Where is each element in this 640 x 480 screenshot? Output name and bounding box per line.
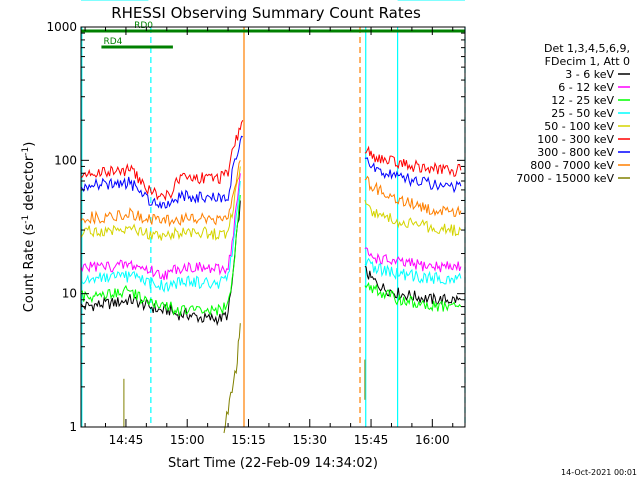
legend-label-2: 12 - 25 keV — [551, 94, 614, 107]
y-tick-label-3: 1000 — [46, 20, 77, 34]
y-axis-label-end: ) — [22, 142, 37, 147]
series-line-5-seg-1 — [364, 145, 462, 177]
y-axis-label-sup1: -1 — [21, 215, 31, 224]
x-tick-label-2: 15:15 — [231, 433, 266, 447]
x-tick-label-1: 15:00 — [170, 433, 205, 447]
series-line-5-seg-0 — [80, 119, 244, 202]
x-tick-label-5: 16:00 — [415, 433, 450, 447]
y-axis-label-sup2: -1 — [21, 147, 31, 156]
series-line-3-seg-0 — [80, 180, 241, 293]
y-axis-label: Count Rate (s-1 detector-1) — [21, 142, 37, 313]
legend-label-7: 800 - 7000 keV — [530, 159, 614, 172]
series-line-1-seg-0 — [80, 173, 241, 281]
x-tick-label-0: 14:45 — [109, 433, 144, 447]
legend-header-1: FDecim 1, Att 0 — [545, 55, 630, 68]
legend-label-0: 3 - 6 keV — [565, 68, 614, 81]
y-tick-label-2: 100 — [54, 153, 77, 167]
legend-header-0: Det 1,3,4,5,6,9, — [544, 42, 630, 55]
series-line-7-seg-1 — [364, 175, 462, 217]
series-line-1-seg-1 — [364, 247, 462, 273]
y-axis-label-mid: detector — [22, 155, 37, 215]
series-line-6-seg-0 — [80, 135, 244, 209]
legend-label-8: 7000 - 15000 keV — [516, 172, 614, 185]
legend-label-1: 6 - 12 keV — [558, 81, 614, 94]
plot-frame — [80, 26, 466, 428]
legend-label-6: 300 - 800 keV — [537, 146, 614, 159]
y-tick-label-0: 1 — [69, 420, 77, 434]
series-line-2-seg-0 — [80, 194, 241, 316]
legend-label-3: 25 - 50 keV — [551, 107, 614, 120]
series-line-2-seg-1 — [364, 281, 462, 312]
legend-label-5: 100 - 300 keV — [537, 133, 614, 146]
series-line-3-seg-1 — [364, 257, 462, 285]
x-tick-label-4: 15:45 — [354, 433, 389, 447]
x-axis-label: Start Time (22-Feb-09 14:34:02) — [168, 456, 378, 471]
footer-timestamp: 14-Oct-2021 00:01 — [561, 468, 637, 477]
chart-title: RHESSI Observing Summary Count Rates — [111, 4, 421, 22]
series-line-7-seg-0 — [80, 160, 241, 228]
series-line-8-seg-1 — [223, 323, 241, 434]
series-line-0-seg-0 — [80, 200, 241, 327]
annotation-label-4: RD4 — [103, 37, 122, 47]
series-line-4-seg-1 — [364, 199, 462, 237]
x-tick-label-3: 15:30 — [292, 433, 327, 447]
y-axis-label-main: Count Rate (s — [22, 224, 37, 313]
legend: Det 1,3,4,5,6,9,FDecim 1, Att 03 - 6 keV… — [516, 42, 630, 185]
series-line-4-seg-0 — [80, 166, 241, 241]
y-tick-label-1: 10 — [62, 287, 77, 301]
annotation-label-3: RD0 — [134, 21, 153, 31]
axes: 1 10 100 1000 14:45 15:00 15:15 15:30 15:45 16:00 — [46, 20, 465, 447]
legend-label-4: 50 - 100 keV — [544, 120, 614, 133]
series-line-6-seg-1 — [364, 157, 462, 194]
